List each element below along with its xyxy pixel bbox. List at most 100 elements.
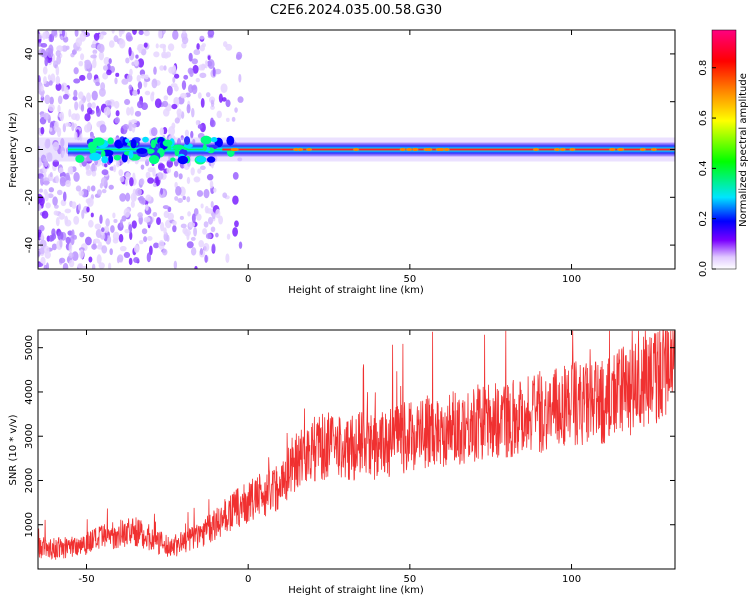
spectral-noise-blob (199, 165, 206, 171)
spectral-noise-blob (112, 212, 116, 219)
spectral-noise-blob (186, 241, 194, 249)
spectral-noise-blob (220, 83, 228, 94)
spectral-noise-blob (71, 251, 79, 262)
spectral-noise-blob (177, 197, 184, 204)
spectral-noise-blob (113, 218, 118, 223)
spectral-noise-blob (159, 43, 167, 49)
spectral-noise-blob (171, 103, 178, 110)
spectral-noise-blob (225, 117, 230, 123)
spectral-noise-blob (44, 159, 49, 168)
spectral-noise-blob (65, 45, 70, 50)
spectral-noise-blob (105, 218, 110, 227)
spectral-noise-blob (221, 97, 227, 102)
spectral-noise-blob (44, 57, 49, 67)
spectral-noise-blob (58, 212, 66, 220)
spectral-noise-blob (145, 194, 152, 202)
spectral-noise-blob (73, 215, 80, 225)
spectral-noise-blob (57, 231, 64, 241)
spectral-blob (128, 150, 134, 159)
spectral-noise-blob (234, 220, 239, 228)
spectrogram-x-tick-label: -50 (78, 274, 94, 285)
spectral-noise-blob (188, 221, 195, 228)
spectral-noise-blob (183, 74, 189, 80)
snr-y-tick-label: 4000 (24, 379, 35, 404)
spectral-noise-blob (55, 50, 61, 57)
spectral-noise-blob (160, 221, 165, 232)
spectral-noise-blob (62, 262, 69, 269)
spectral-noise-blob (155, 43, 159, 49)
spectral-noise-blob (159, 65, 165, 71)
spectral-noise-blob (71, 121, 75, 132)
spectral-noise-blob (43, 30, 50, 39)
spectral-ridge-peak (639, 148, 646, 151)
spectral-noise-blob (67, 166, 74, 175)
spectral-noise-blob (79, 74, 86, 81)
spectral-blob (170, 157, 176, 162)
spectral-blob (226, 135, 235, 146)
spectral-ridge-peak (443, 148, 450, 151)
spectral-blob (200, 135, 212, 145)
spectral-noise-blob (135, 188, 142, 197)
spectral-noise-blob (48, 103, 55, 112)
snr-y-tick-label: 3000 (24, 423, 35, 448)
spectral-noise-blob (199, 72, 207, 79)
spectral-noise-blob (153, 66, 157, 75)
spectral-noise-blob (115, 159, 120, 168)
spectral-noise-blob (103, 65, 109, 71)
spectral-noise-blob (205, 232, 212, 240)
spectral-noise-blob (53, 210, 59, 216)
spectral-noise-blob (130, 192, 137, 203)
spectral-noise-blob (68, 242, 73, 253)
spectral-noise-blob (197, 92, 202, 99)
spectral-noise-blob (207, 30, 215, 38)
spectral-noise-blob (232, 195, 239, 205)
spectral-noise-blob (203, 242, 210, 252)
spectral-noise-blob (139, 178, 145, 186)
spectral-noise-blob (129, 106, 134, 116)
spectral-noise-blob (106, 69, 112, 76)
spectral-blob (108, 154, 114, 164)
spectral-noise-blob (162, 205, 170, 210)
spectral-noise-blob (157, 163, 165, 171)
spectral-noise-blob (47, 74, 52, 81)
spectral-noise-blob (222, 192, 228, 199)
spectral-noise-blob (210, 100, 215, 107)
spectral-blob (115, 139, 122, 149)
spectral-noise-blob (73, 89, 78, 98)
spectral-ridge-peak (438, 148, 445, 151)
spectral-noise-blob (115, 72, 120, 77)
spectral-noise-blob (121, 78, 129, 85)
spectral-blob (202, 144, 207, 152)
spectral-noise-blob (80, 53, 85, 61)
spectrogram-x-axis-label: Height of straight line (km) (288, 285, 424, 296)
spectral-noise-blob (172, 64, 176, 72)
spectral-noise-blob (72, 96, 78, 101)
spectral-noise-blob (138, 195, 145, 204)
spectral-noise-blob (214, 68, 222, 75)
spectral-noise-blob (192, 64, 199, 74)
spectral-noise-blob (72, 234, 77, 240)
spectral-noise-blob (144, 90, 151, 96)
spectral-ridge-peak (423, 148, 430, 151)
spectral-noise-blob (163, 53, 169, 59)
spectral-noise-blob (225, 253, 230, 264)
spectral-ridge-peak (617, 148, 624, 151)
spectral-noise-blob (64, 122, 72, 127)
spectral-noise-blob (62, 93, 69, 100)
spectral-noise-blob (173, 260, 178, 269)
spectral-noise-blob (197, 124, 203, 130)
spectral-noise-blob (125, 192, 131, 202)
spectral-noise-blob (117, 254, 124, 263)
colorbar-tick-label: 0.6 (698, 110, 709, 126)
spectral-noise-blob (180, 223, 187, 229)
spectral-noise-blob (85, 163, 90, 172)
colorbar-gradient (711, 29, 737, 270)
spectral-noise-blob (171, 122, 176, 130)
spectral-noise-blob (38, 204, 42, 212)
spectral-noise-blob (126, 35, 133, 42)
spectral-noise-blob (96, 107, 101, 117)
spectral-noise-blob (141, 228, 148, 235)
spectral-noise-blob (39, 188, 44, 193)
spectral-noise-blob (119, 176, 125, 183)
